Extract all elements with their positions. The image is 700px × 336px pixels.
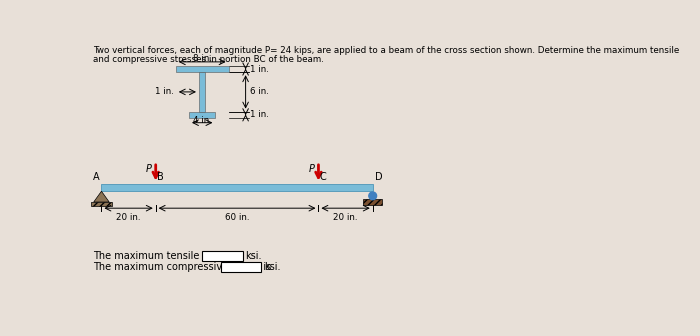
Text: 6 in.: 6 in.	[251, 87, 269, 96]
Text: 1 in.: 1 in.	[155, 87, 174, 96]
Text: 20 in.: 20 in.	[116, 213, 141, 222]
Bar	[199, 72, 206, 112]
Text: D: D	[375, 172, 383, 182]
Text: B: B	[158, 172, 164, 182]
Bar	[189, 112, 216, 118]
Text: P: P	[309, 164, 314, 174]
Text: 4 in.: 4 in.	[193, 116, 211, 125]
Bar	[102, 183, 372, 191]
Text: 20 in.: 20 in.	[333, 213, 358, 222]
Bar	[92, 202, 111, 206]
Bar	[202, 251, 242, 261]
Polygon shape	[94, 191, 109, 202]
Text: The maximum tensile stress is: The maximum tensile stress is	[93, 251, 242, 261]
Circle shape	[369, 192, 377, 200]
Text: ksi.: ksi.	[246, 251, 262, 261]
Bar	[220, 262, 261, 272]
Text: 8 in.: 8 in.	[193, 54, 211, 64]
Text: A: A	[93, 172, 100, 182]
Bar	[363, 199, 382, 205]
Text: 1 in.: 1 in.	[251, 65, 269, 74]
Text: 60 in.: 60 in.	[225, 213, 249, 222]
Bar	[176, 66, 228, 72]
Text: The maximum compressive stress is: The maximum compressive stress is	[93, 262, 271, 272]
Text: 1 in.: 1 in.	[251, 110, 269, 119]
Text: P: P	[146, 164, 152, 174]
Text: Two vertical forces, each of magnitude P= 24 kips, are applied to a beam of the : Two vertical forces, each of magnitude P…	[93, 46, 679, 55]
Text: ksi.: ksi.	[264, 262, 281, 272]
Text: and compressive stresses in portion BC of the beam.: and compressive stresses in portion BC o…	[93, 55, 324, 64]
Text: C: C	[320, 172, 327, 182]
